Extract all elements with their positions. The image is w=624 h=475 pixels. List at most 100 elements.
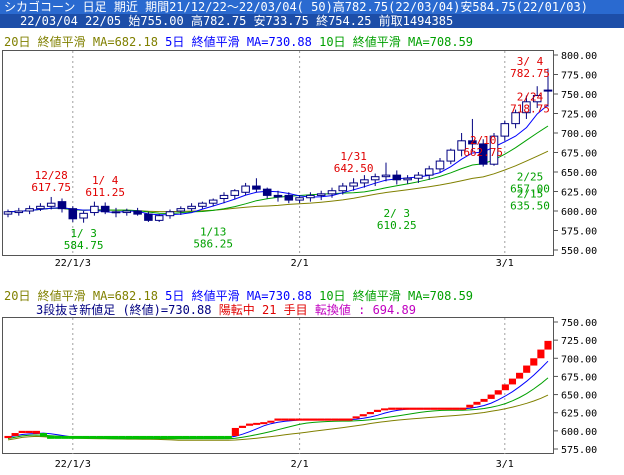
candle-body xyxy=(111,211,121,214)
candle-body xyxy=(532,95,542,103)
renko-conversion: 転換値 : 694.89 xyxy=(314,303,416,317)
annotation-date: 2/24 xyxy=(517,90,544,103)
renko-brick xyxy=(146,435,154,439)
candle-body xyxy=(295,197,304,201)
upper-y-tick-label: 700.00 xyxy=(561,129,597,140)
lower-y-tick-label: 700.00 xyxy=(561,354,597,365)
renko-brick xyxy=(246,423,254,426)
candle-body xyxy=(36,205,45,210)
candle-body xyxy=(478,143,488,165)
renko-brick xyxy=(224,435,232,439)
candle-body xyxy=(446,149,456,162)
candle-body xyxy=(338,185,348,192)
renko-brick xyxy=(544,340,552,350)
ma-legend-lower: 20日 終値平滑 MA=682.18 5日 終値平滑 MA=730.88 10日… xyxy=(4,289,473,303)
renko-brick xyxy=(466,404,474,408)
renko-brick xyxy=(47,435,55,439)
renko-brick xyxy=(501,384,509,391)
candle-body xyxy=(435,160,445,170)
candle-body xyxy=(327,190,337,195)
candle-body xyxy=(414,174,423,179)
candle-body xyxy=(500,123,510,137)
annotation-date: 2/15 xyxy=(517,187,544,200)
upper-y-tick-label: 625.00 xyxy=(561,188,597,199)
renko-brick xyxy=(103,435,112,439)
candle-body xyxy=(284,194,294,201)
annotation-value: 662.75 xyxy=(463,146,503,159)
candle-body xyxy=(3,211,13,215)
renko-brick xyxy=(416,407,424,410)
annotation-value: 586.25 xyxy=(193,238,233,251)
candle-body xyxy=(241,185,250,193)
candle-body xyxy=(252,185,261,190)
upper-y-tick-label: 775.00 xyxy=(561,71,597,82)
renko-brick xyxy=(274,418,282,421)
annotation-date: 2/10 xyxy=(470,134,497,147)
candle-body xyxy=(198,202,207,207)
renko-count: 21 手目 xyxy=(261,303,308,317)
upper-x-tick-label: 22/1/3 xyxy=(55,258,91,269)
candle-body xyxy=(144,213,153,221)
candle-body xyxy=(133,210,142,215)
renko-brick xyxy=(480,398,488,402)
candle-body xyxy=(176,208,186,212)
renko-brick xyxy=(359,414,367,417)
upper-x-tick-label: 3/1 xyxy=(496,258,514,269)
candle-body xyxy=(79,212,88,219)
renko-brick xyxy=(4,435,12,439)
renko-brick xyxy=(153,435,161,439)
renko-brick xyxy=(189,435,197,439)
renko-brick xyxy=(508,378,517,385)
renko-brick xyxy=(345,418,353,421)
annotation-value: 635.50 xyxy=(510,199,550,212)
candle-body xyxy=(262,188,272,196)
candle-body xyxy=(424,168,434,176)
candle-body xyxy=(360,179,369,184)
renko-brick xyxy=(267,420,275,423)
candle-body xyxy=(208,199,218,204)
renko-brick xyxy=(437,407,445,410)
annotation-date: 1/ 3 xyxy=(70,227,97,240)
renko-brick xyxy=(82,435,90,439)
candle-body xyxy=(457,140,466,151)
lower-y-tick-label: 725.00 xyxy=(561,336,597,347)
annotation-date: 1/31 xyxy=(340,150,367,163)
ma10-legend: 10日 終値平滑 MA=708.59 xyxy=(319,35,474,49)
renko-brick xyxy=(302,418,310,421)
renko-brick xyxy=(125,435,133,439)
annotation-date: 3/ 4 xyxy=(517,55,544,68)
renko-brick xyxy=(423,407,431,410)
lower-x-tick-label: 22/1/3 xyxy=(55,459,91,470)
renko-brick xyxy=(39,433,48,437)
renko-brick xyxy=(288,418,296,421)
renko-brick xyxy=(537,349,545,359)
renko-brick xyxy=(317,418,325,421)
renko-brick xyxy=(516,372,524,379)
renko-brick xyxy=(18,430,26,434)
renko-brick xyxy=(452,407,460,410)
ma10-legend-lower: 10日 終値平滑 MA=708.59 xyxy=(319,289,474,303)
renko-brick xyxy=(253,422,261,425)
annotation-date: 12/28 xyxy=(35,169,68,182)
upper-y-tick-label: 600.00 xyxy=(561,207,597,218)
lower-y-tick-label: 650.00 xyxy=(561,391,597,402)
candle-body xyxy=(349,182,358,187)
renko-brick xyxy=(366,411,374,415)
lower-y-tick-label: 575.00 xyxy=(561,445,597,456)
renko-brick xyxy=(25,430,33,434)
annotation-value: 617.75 xyxy=(31,181,71,194)
candle-body xyxy=(273,194,283,198)
candle-body xyxy=(14,210,24,214)
annotation-value: 782.75 xyxy=(510,67,550,80)
renko-brick xyxy=(373,409,382,412)
candle-body xyxy=(230,190,240,196)
lower-y-tick-label: 600.00 xyxy=(561,427,597,438)
upper-y-tick-label: 750.00 xyxy=(561,90,597,101)
renko-brick xyxy=(260,422,268,425)
ma-legend-upper: 20日 終値平滑 MA=682.18 5日 終値平滑 MA=730.88 10日… xyxy=(4,35,473,49)
renko-brick xyxy=(196,435,204,439)
renko-brick xyxy=(381,408,389,411)
renko-brick xyxy=(167,435,175,439)
candle-body xyxy=(100,205,110,213)
renko-brick xyxy=(530,358,538,366)
